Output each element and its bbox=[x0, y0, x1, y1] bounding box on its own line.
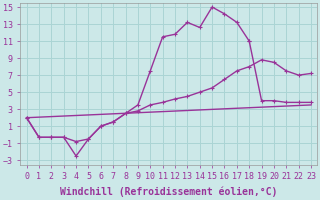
X-axis label: Windchill (Refroidissement éolien,°C): Windchill (Refroidissement éolien,°C) bbox=[60, 187, 277, 197]
